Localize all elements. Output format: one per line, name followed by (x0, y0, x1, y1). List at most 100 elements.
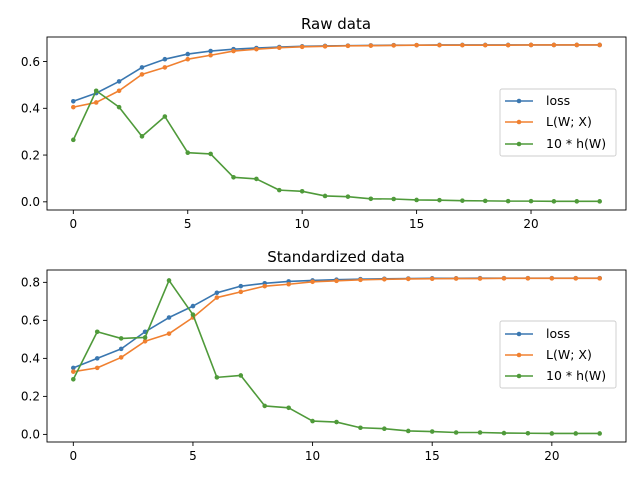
series-line-raw-2 (72, 89, 600, 203)
x-tick-label-std-0: 0 (69, 449, 77, 463)
legend-handle-marker-std-0 (516, 331, 522, 337)
data-point-std-0-5 (190, 303, 196, 309)
data-point-raw-2-4 (162, 114, 168, 119)
data-point-raw-1-3 (139, 72, 145, 77)
data-point-raw-2-14 (391, 196, 397, 202)
data-point-std-0-4 (166, 315, 172, 320)
data-point-std-1-3 (142, 338, 148, 344)
data-point-raw-0-5 (185, 51, 191, 57)
legend-label-loss-raw: loss (546, 93, 570, 108)
y-tick-label-std-2: 0.4 (21, 352, 40, 366)
data-point-raw-2-5 (185, 150, 191, 156)
data-point-raw-1-21 (551, 42, 557, 48)
data-point-std-0-0 (71, 365, 76, 371)
data-point-std-2-16 (453, 430, 459, 435)
data-point-std-0-7 (238, 283, 244, 289)
y-tick-label-std-4: 0.8 (21, 276, 40, 290)
data-point-std-1-2 (118, 355, 124, 360)
data-point-raw-2-20 (528, 198, 534, 204)
data-point-std-2-9 (286, 405, 291, 411)
x-tick-label-std-1: 5 (189, 449, 197, 463)
data-point-std-1-11 (334, 278, 339, 284)
data-point-std-2-11 (334, 419, 339, 425)
data-point-std-1-16 (453, 276, 459, 281)
data-point-raw-1-0 (71, 104, 76, 110)
data-point-raw-0-2 (116, 79, 122, 84)
legend-handle-marker-std-1 (516, 352, 522, 358)
data-point-raw-1-20 (528, 42, 534, 48)
axes-frame-raw (46, 36, 627, 211)
data-point-raw-2-7 (231, 174, 236, 180)
data-point-raw-2-12 (345, 194, 351, 199)
axes-frame-std (46, 269, 627, 443)
data-point-std-0-2 (118, 346, 124, 352)
data-point-std-1-0 (71, 369, 76, 374)
legend-standardized: loss L(W; X) 10 * h(W) (499, 320, 617, 389)
data-point-raw-1-19 (505, 42, 511, 48)
data-point-raw-1-4 (162, 65, 168, 70)
data-point-raw-1-2 (116, 88, 122, 94)
data-point-raw-0-3 (139, 65, 145, 70)
x-tick-label-raw-3: 15 (409, 217, 424, 231)
legend-handle-marker-raw-2 (516, 141, 522, 147)
data-point-raw-1-12 (345, 43, 351, 49)
chart-title-raw: Raw data (301, 15, 371, 33)
legend-handle-marker-std-2 (516, 373, 522, 379)
x-tick-label-std-2: 10 (305, 449, 320, 463)
data-point-std-2-3 (142, 335, 148, 340)
x-tick-label-raw-1: 5 (184, 217, 192, 231)
data-point-std-1-14 (405, 276, 411, 282)
data-point-std-1-13 (382, 277, 387, 282)
data-point-std-2-4 (166, 278, 172, 283)
data-point-std-2-5 (190, 312, 196, 317)
y-tick-label-raw-2: 0.4 (21, 102, 40, 116)
data-point-raw-0-0 (71, 98, 76, 104)
data-point-raw-2-23 (597, 199, 602, 204)
data-point-std-1-12 (358, 277, 363, 283)
data-point-raw-2-0 (71, 137, 76, 143)
data-point-std-2-6 (214, 375, 220, 380)
data-point-raw-1-1 (93, 100, 99, 105)
data-point-std-1-18 (501, 276, 507, 281)
data-point-raw-2-11 (322, 193, 328, 199)
data-point-raw-1-8 (254, 46, 259, 52)
y-tick-label-std-1: 0.2 (21, 390, 40, 404)
data-point-raw-1-18 (482, 42, 488, 48)
data-point-std-2-2 (118, 336, 124, 341)
data-point-std-1-22 (597, 276, 602, 281)
legend-handle-marker-raw-1 (516, 119, 522, 125)
data-point-raw-2-2 (116, 104, 122, 110)
data-point-raw-2-22 (574, 199, 580, 204)
data-point-raw-2-10 (299, 189, 305, 194)
data-point-raw-2-3 (139, 134, 145, 139)
x-tick-label-raw-2: 10 (295, 217, 310, 231)
data-point-std-1-19 (525, 276, 531, 281)
data-point-raw-1-11 (322, 44, 328, 49)
legend-label-lw-std: L(W; X) (546, 347, 592, 362)
series-line-raw-1 (73, 44, 600, 108)
data-point-raw-1-5 (185, 56, 191, 62)
x-tick-label-std-3: 15 (425, 449, 440, 463)
data-point-raw-2-21 (551, 199, 557, 204)
data-point-std-2-10 (310, 418, 315, 424)
subplot-standardized-data: Standardized data 0 5 10 15 20 0.0 0.2 0.4 0.6 0.… (21, 248, 627, 463)
data-point-std-2-15 (429, 429, 435, 434)
data-point-raw-2-9 (276, 187, 282, 193)
legend-raw: loss L(W; X) 10 * h(W) (499, 88, 617, 157)
data-point-std-1-17 (477, 276, 483, 281)
data-point-std-2-12 (358, 425, 363, 431)
data-point-std-2-20 (549, 431, 555, 436)
subplot-raw-data: Raw data 0 5 10 15 20 0.0 0.2 0.4 0.6 loss L(W; … (21, 15, 627, 231)
data-point-std-1-15 (429, 276, 435, 282)
data-point-std-1-8 (262, 283, 268, 289)
data-point-raw-2-8 (254, 176, 259, 182)
data-point-std-1-7 (238, 289, 244, 295)
data-point-raw-2-15 (414, 197, 419, 203)
data-point-std-2-19 (525, 430, 531, 436)
data-point-raw-1-6 (208, 52, 213, 58)
y-tick-label-raw-0: 0.0 (21, 195, 40, 209)
data-point-raw-2-13 (368, 196, 374, 202)
data-point-std-2-21 (573, 431, 579, 436)
x-tick-label-raw-4: 20 (523, 217, 538, 231)
